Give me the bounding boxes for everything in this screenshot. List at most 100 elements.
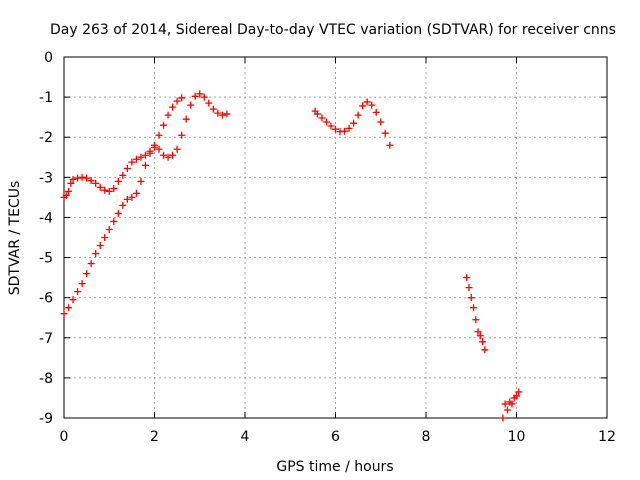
data-point [92,179,100,187]
data-point [354,111,362,119]
y-tick-label: -8 [39,371,53,387]
data-point [169,151,177,159]
data-point [205,99,213,107]
data-point [83,270,91,278]
data-point [363,98,371,106]
data-point [476,332,484,340]
data-point [200,93,208,101]
data-point [96,242,104,250]
data-point [501,400,509,408]
data-point [178,131,186,139]
data-point [223,110,231,118]
data-point [503,406,511,414]
y-tick-label: -3 [39,170,53,186]
data-point [214,109,222,117]
data-point [359,102,367,110]
data-point [160,151,168,159]
data-point [146,149,154,157]
x-tick-label: 2 [150,429,159,445]
data-point [499,414,507,422]
x-tick-label: 12 [598,429,616,445]
data-point [132,189,140,197]
data-point [313,110,321,118]
data-point [160,121,168,129]
data-point [69,175,77,183]
data-point [101,234,109,241]
data-point [96,183,104,191]
data-point [110,185,118,193]
y-tick-label: 0 [44,50,53,66]
data-point [114,209,122,217]
y-tick-label: -4 [39,210,53,226]
data-point [182,115,190,123]
y-tick-label: -6 [39,291,53,307]
data-point [74,174,82,182]
data-point [470,304,478,312]
x-tick-label: 8 [422,429,431,445]
data-point [74,288,82,296]
y-axis-label: SDTVAR / TECUs [7,181,23,296]
data-point [123,195,131,203]
data-point [155,145,163,153]
data-point [209,105,217,113]
data-point [101,186,109,194]
data-point [508,400,516,408]
data-point [128,193,136,201]
data-point [114,177,122,185]
data-point [479,338,487,346]
data-point [67,179,75,187]
data-points [60,90,523,422]
data-point [187,101,195,109]
data-point [515,388,523,396]
data-point [78,280,86,288]
data-point [69,296,77,304]
data-point [463,274,471,282]
data-segment [60,94,186,201]
data-segment [463,274,489,354]
data-point [381,129,389,137]
x-tick-label: 0 [60,429,69,445]
y-tick-labels: 0 -1 -2 -3 -4 -5 -6 -7 -8 -9 [39,50,53,427]
data-point [78,173,86,181]
data-point [155,131,163,139]
data-point [164,153,172,161]
data-point [105,225,113,233]
data-point [322,118,330,126]
data-point [137,153,145,161]
y-tick-label: -9 [39,411,53,427]
x-axis-label: GPS time / hours [276,459,393,475]
data-point [123,165,131,173]
x-tick-labels: 0 2 4 6 8 10 12 [60,429,616,445]
data-point [368,101,376,109]
data-point [332,125,339,133]
chart-title: Day 263 of 2014, Sidereal Day-to-day VTE… [50,22,616,38]
data-point [345,124,353,132]
y-tick-label: -5 [39,251,53,267]
data-point [119,171,127,179]
data-segment [60,90,231,318]
data-point [318,114,326,122]
data-point [467,294,475,302]
data-point [350,119,358,127]
data-point [178,94,186,102]
data-point [465,284,473,292]
data-point [513,392,520,400]
data-point [372,108,380,116]
data-point [119,201,127,209]
data-point [218,111,226,119]
x-tick-label: 10 [508,429,526,445]
data-point [92,250,100,258]
data-point [132,155,140,163]
data-point [386,141,394,149]
data-segment [499,388,523,422]
data-point [327,122,335,130]
data-point [65,187,73,195]
data-point [110,217,118,225]
data-point [191,92,199,100]
data-point [87,260,95,268]
y-tick-label: -2 [39,130,53,146]
data-point [164,111,172,119]
data-point [173,145,181,153]
data-point [196,90,204,98]
